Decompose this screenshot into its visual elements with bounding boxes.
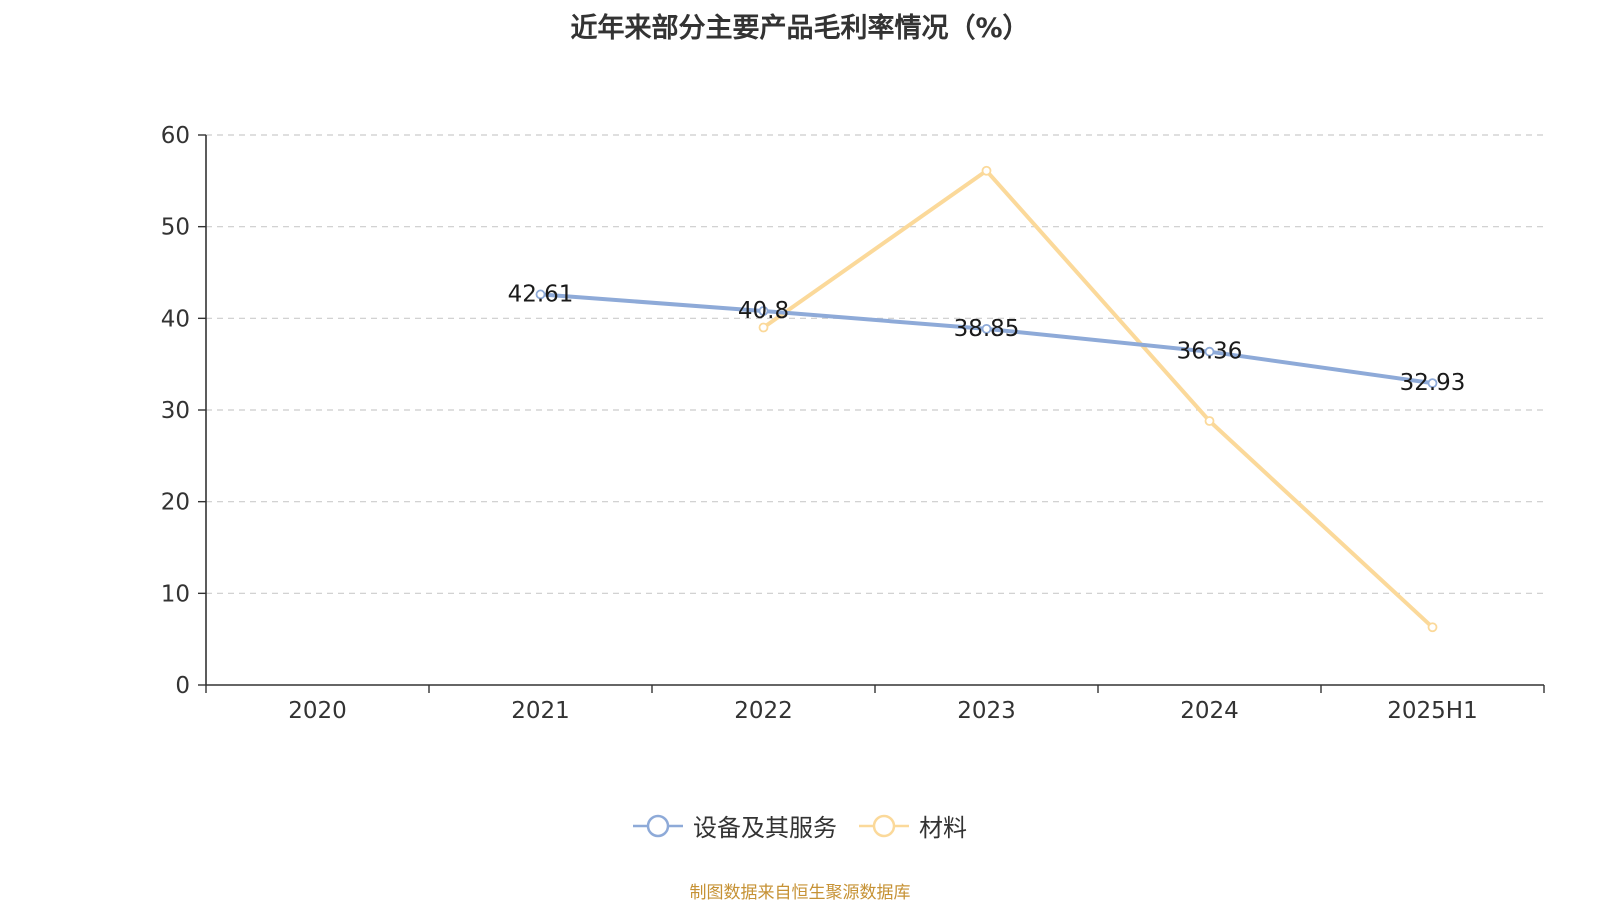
y-tick-label: 60 xyxy=(161,123,190,149)
gridlines xyxy=(206,134,1544,594)
data-point xyxy=(1427,622,1438,633)
legend-label: 设备及其服务 xyxy=(693,814,837,842)
data-point xyxy=(981,323,992,334)
y-tick-label: 50 xyxy=(161,215,190,241)
y-tick-label: 30 xyxy=(161,398,190,424)
data-label: 40.8 xyxy=(738,298,789,324)
data-labels: 42.61 40.8 38.85 36.36 32.93 xyxy=(508,281,1466,396)
data-point xyxy=(1204,416,1215,426)
data-label: 36.36 xyxy=(1177,339,1243,365)
data-point xyxy=(535,289,546,300)
chart-title: 近年来部分主要产品毛利率情况（%） xyxy=(570,13,1030,44)
data-label: 32.93 xyxy=(1400,370,1466,396)
legend-swatch xyxy=(859,814,909,837)
y-tick-label: 20 xyxy=(161,490,190,516)
x-tick-label: 2023 xyxy=(957,698,1016,724)
series-line-1 xyxy=(762,168,1434,629)
x-tick-label: 2025H1 xyxy=(1387,698,1477,724)
x-tick-label: 2020 xyxy=(288,698,347,724)
series xyxy=(535,165,1438,633)
data-label: 42.61 xyxy=(508,281,574,307)
x-tick-label: 2024 xyxy=(1180,698,1239,724)
data-label: 38.85 xyxy=(954,316,1020,342)
legend: 设备及其服务 材料 xyxy=(0,808,1600,843)
source-note: 制图数据来自恒生聚源数据库 xyxy=(689,883,911,903)
y-tick-label: 40 xyxy=(161,306,190,332)
data-point xyxy=(1204,346,1215,357)
x-tick-label: 2021 xyxy=(511,698,570,724)
y-tick-label: 10 xyxy=(161,581,190,607)
legend-item-0[interactable]: 设备及其服务 xyxy=(633,808,837,843)
legend-swatch xyxy=(633,814,683,837)
y-tick-label: 0 xyxy=(175,673,190,699)
legend-swatch-marker xyxy=(646,814,670,837)
data-point xyxy=(1427,378,1438,389)
data-point xyxy=(758,306,769,316)
data-point xyxy=(981,165,992,176)
axes: 0 10 20 30 40 50 60 2020 2021 2022 2023 2024 2025H1 xyxy=(161,123,1545,724)
legend-item-1[interactable]: 材料 xyxy=(859,808,967,843)
data-point xyxy=(758,322,769,333)
legend-label: 材料 xyxy=(919,814,967,842)
legend-swatch-marker xyxy=(872,814,896,837)
x-tick-label: 2022 xyxy=(734,698,793,724)
